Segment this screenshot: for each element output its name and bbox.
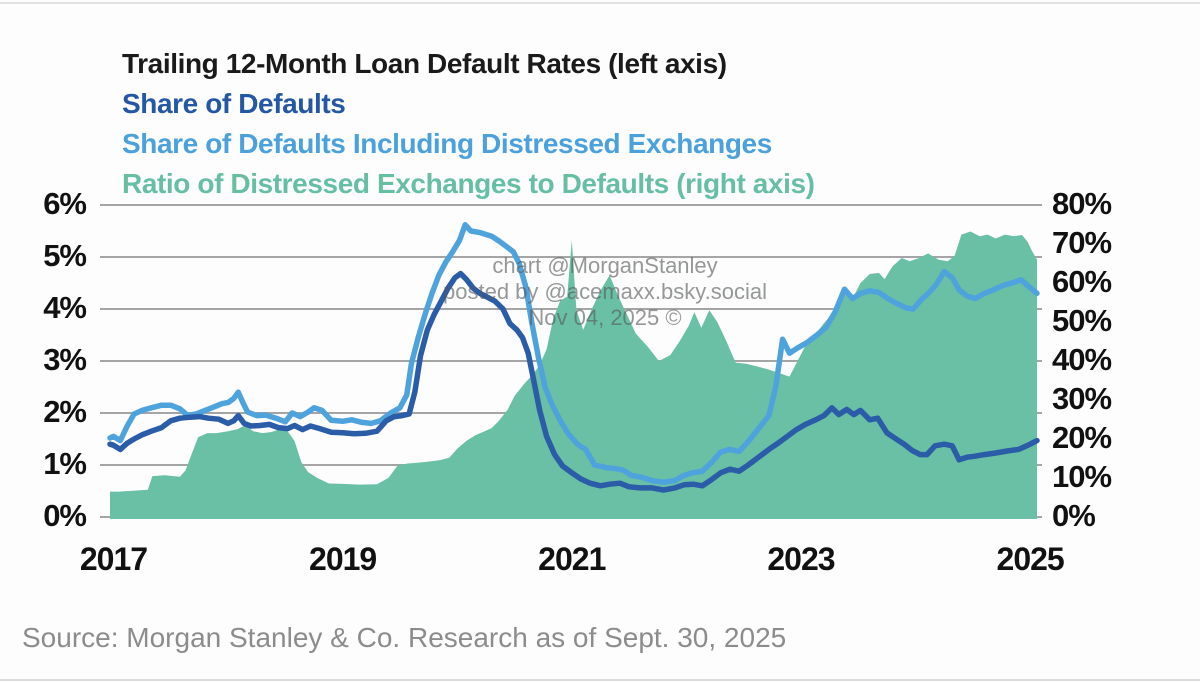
right-axis-tick-20%: 20%	[1052, 420, 1112, 455]
left-axis-tick-4%: 4%	[43, 290, 87, 325]
title-block: Trailing 12-Month Loan Default Rates (le…	[122, 44, 1112, 204]
left-axis-tick-5%: 5%	[43, 238, 87, 273]
right-axis-tick-80%: 80%	[1052, 186, 1112, 221]
right-axis-tick-30%: 30%	[1052, 381, 1112, 416]
left-axis-tick-0%: 0%	[43, 498, 87, 533]
chart-title: Trailing 12-Month Loan Default Rates (le…	[122, 48, 727, 79]
x-axis-tick-2021: 2021	[538, 541, 606, 577]
right-axis-tick-70%: 70%	[1052, 225, 1112, 260]
watermark: chart @MorganStanley posted by @acemaxx.…	[305, 253, 905, 331]
left-axis-tick-3%: 3%	[43, 342, 87, 377]
watermark-line-3: Nov 04, 2025 ©	[528, 305, 682, 330]
right-axis-tick-50%: 50%	[1052, 303, 1112, 338]
right-axis-tick-40%: 40%	[1052, 342, 1112, 377]
ratio-distressed-exchanges-area	[110, 231, 1037, 519]
x-axis-tick-2019: 2019	[309, 541, 377, 577]
x-axis-tick-2025: 2025	[996, 541, 1065, 577]
left-axis-tick-6%: 6%	[43, 186, 87, 221]
share-of-defaults-including-distressed-exchanges-line	[107, 222, 1040, 485]
watermark-line-2: posted by @acemaxx.bsky.social	[443, 279, 767, 304]
bottom-border-line	[0, 679, 1200, 681]
top-border-line	[0, 2, 1200, 4]
right-axis-tick-10%: 10%	[1052, 459, 1112, 494]
watermark-line-1: chart @MorganStanley	[492, 253, 718, 278]
right-axis-tick-60%: 60%	[1052, 264, 1112, 299]
x-axis-tick-2023: 2023	[767, 541, 835, 577]
legend-share-of-defaults: Share of Defaults	[122, 88, 346, 119]
share-of-defaults-line	[107, 270, 1040, 493]
source-note: Source: Morgan Stanley & Co. Research as…	[22, 622, 787, 653]
legend-share-incl-distressed-exchanges: Share of Defaults Including Distressed E…	[122, 128, 772, 159]
right-axis-tick-0%: 0%	[1052, 498, 1096, 533]
left-axis-tick-1%: 1%	[43, 446, 87, 481]
left-axis-tick-2%: 2%	[43, 394, 87, 429]
legend-ratio-distressed-exchanges: Ratio of Distressed Exchanges to Default…	[122, 168, 815, 199]
x-axis-tick-2017: 2017	[79, 541, 148, 577]
